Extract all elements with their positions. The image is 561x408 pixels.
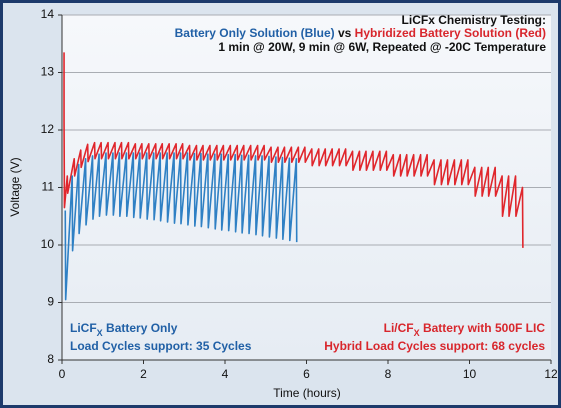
x-tick-label: 2	[140, 367, 147, 381]
y-tick-label: 12	[41, 122, 55, 136]
x-tick-label: 10	[463, 367, 477, 381]
text-part: X	[97, 328, 103, 338]
x-tick-label: 4	[222, 367, 229, 381]
y-tick-label: 14	[41, 7, 55, 21]
lines	[63, 52, 524, 301]
x-axis-label: Time (hours)	[273, 386, 341, 400]
y-axis-label: Voltage (V)	[8, 157, 22, 216]
text-part: Battery with 500F LIC	[420, 321, 546, 335]
text-part: Li/CF	[384, 321, 414, 335]
text-part: Load Cycles support: 35 Cycles	[70, 339, 252, 353]
y-tick-label: 13	[41, 65, 55, 79]
series-line	[64, 152, 298, 301]
y-tick-label: 8	[47, 352, 54, 366]
y-tick-label: 10	[41, 237, 55, 251]
x-tick-label: 0	[59, 367, 66, 381]
annotation-text: LiCFX Battery Only	[70, 321, 178, 338]
chart-title: LiCFx Chemistry Testing:	[402, 13, 546, 27]
chart-subtitle: 1 min @ 20W, 9 min @ 6W, Repeated @ -20C…	[218, 40, 546, 54]
x-tick-label: 8	[385, 367, 392, 381]
text-part: vs	[335, 26, 355, 40]
x-tick-label: 6	[303, 367, 310, 381]
y-tick-label: 9	[47, 295, 54, 309]
x-tick-label: 12	[544, 367, 558, 381]
text-part: Battery Only	[103, 321, 178, 335]
annotation-text: Hybrid Load Cycles support: 68 cycles	[324, 339, 545, 353]
text-part: LiCF	[70, 321, 97, 335]
text-part: Hybridized Battery Solution (Red)	[355, 26, 546, 40]
annotation-text: Load Cycles support: 35 Cycles	[70, 339, 252, 353]
annotation-text: Battery Only Solution (Blue) vs Hybridiz…	[175, 26, 546, 40]
annotation-text: Li/CFX Battery with 500F LIC	[384, 321, 546, 338]
text-part: Hybrid Load Cycles support: 68 cycles	[324, 339, 545, 353]
series-line	[63, 52, 524, 248]
labels: 8 9 10 11 12 13 14 0 2 4 6 8 10 12 Battery Only Soluti…	[41, 7, 558, 381]
text-part: Battery Only Solution (Blue)	[175, 26, 335, 40]
text-part: X	[414, 328, 420, 338]
y-tick-label: 11	[42, 180, 55, 194]
